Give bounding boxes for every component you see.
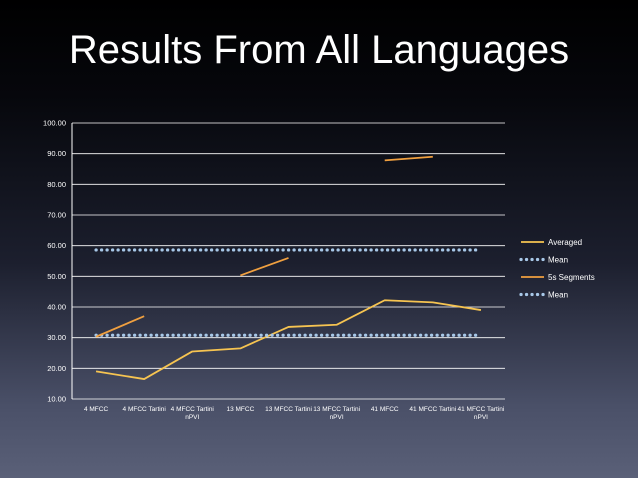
x-tick-label: 41 MFCC Tartini: [409, 406, 456, 413]
x-tick-label: 41 MFCC Tartini: [458, 406, 505, 413]
legend-label: Mean: [548, 291, 568, 300]
y-tick-label: 100.00: [43, 119, 66, 128]
y-tick-label: 30.00: [47, 333, 66, 342]
y-tick-label: 10.00: [47, 395, 66, 404]
x-tick-label: 13 MFCC Tartini: [265, 406, 312, 413]
gridlines: [71, 122, 505, 400]
series-5s-segments-line: [384, 155, 433, 162]
legend-label: Averaged: [548, 238, 582, 247]
legend-label: Mean: [548, 256, 568, 265]
x-tick-label: nPVI: [474, 414, 488, 421]
legend-label: 5s Segments: [548, 273, 595, 282]
x-tick-label: 13 MFCC Tartini: [313, 406, 360, 413]
x-tick-label: 4 MFCC Tartini: [171, 406, 214, 413]
series-5s-segments-line: [95, 315, 145, 338]
series-lines: [94, 155, 483, 380]
y-tick-label: 50.00: [47, 272, 66, 281]
y-tick-label: 40.00: [47, 303, 66, 312]
legend: Averaged Mean 5s Segments Mean: [519, 238, 595, 300]
y-axis-ticks: 10.00 20.00 30.00 40.00 50.00 60.00 70.00 80.00…: [43, 119, 66, 404]
x-axis-ticks: 4 MFCC 4 MFCC Tartini 4 MFCC TartininPVI13…: [84, 406, 504, 421]
y-tick-label: 90.00: [47, 149, 66, 158]
slide-title: Results From All Languages: [68, 28, 570, 72]
series-5s-segments-line: [240, 257, 289, 277]
x-tick-label: 4 MFCC: [84, 406, 109, 413]
x-tick-label: 4 MFCC Tartini: [123, 406, 166, 413]
series-averaged-line: [95, 299, 482, 380]
x-tick-label: 13 MFCC: [226, 406, 254, 413]
x-tick-label: 41 MFCC: [371, 406, 399, 413]
x-tick-label: nPVI: [330, 414, 344, 421]
y-tick-label: 20.00: [47, 364, 66, 373]
y-tick-label: 60.00: [47, 241, 66, 250]
y-tick-label: 80.00: [47, 180, 66, 189]
y-tick-label: 70.00: [47, 211, 66, 220]
x-tick-label: nPVI: [185, 414, 199, 421]
